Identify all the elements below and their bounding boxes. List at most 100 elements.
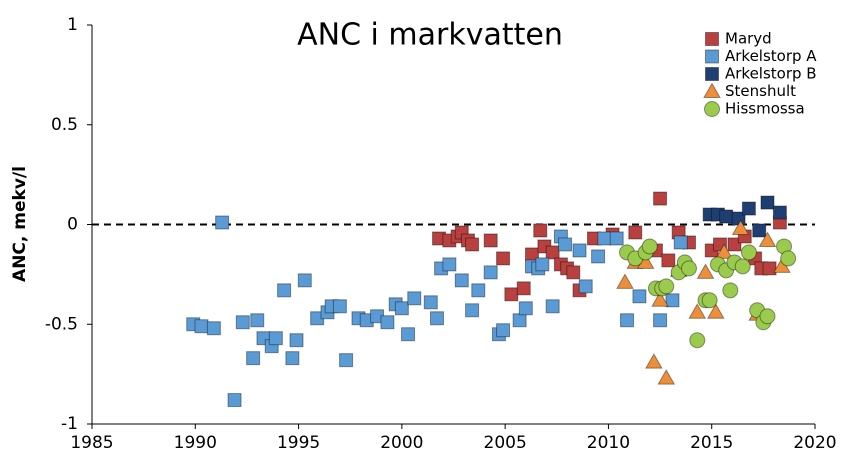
marker-square [772, 205, 787, 220]
marker-square [665, 293, 680, 308]
marker-square [483, 233, 498, 248]
marker-circle [740, 244, 757, 261]
marker-square [727, 237, 742, 252]
x-tick-label: 2020 [793, 433, 836, 453]
marker-square [401, 327, 416, 342]
legend-label: Maryd [725, 30, 772, 48]
x-tick-label: 2010 [587, 433, 630, 453]
marker-circle [701, 292, 718, 309]
x-tick-label: 2000 [380, 433, 423, 453]
marker-square [339, 353, 354, 368]
marker-square [741, 201, 756, 216]
y-tick-label: 1 [67, 15, 78, 35]
marker-square [661, 253, 676, 268]
marker-square [483, 265, 498, 280]
y-tick-label: -0.5 [45, 314, 78, 334]
marker-circle [680, 260, 697, 277]
marker-square [250, 313, 265, 328]
marker-square [442, 257, 457, 272]
marker-square [215, 215, 230, 230]
marker-square [297, 273, 312, 288]
marker-circle [722, 282, 739, 299]
marker-circle [641, 238, 658, 255]
marker-square [194, 319, 209, 334]
marker-triangle [715, 243, 733, 259]
marker-triangle [645, 353, 663, 369]
legend-label: Arkelstorp A [725, 47, 817, 65]
marker-triangle [616, 273, 634, 289]
marker-triangle [696, 263, 715, 279]
marker-circle [689, 332, 706, 349]
marker-triangle [758, 231, 777, 247]
marker-square [289, 333, 304, 348]
marker-square [496, 323, 511, 338]
marker-triangle [651, 291, 669, 307]
marker-square [545, 299, 560, 314]
marker-square [380, 315, 395, 330]
marker-square [673, 235, 688, 250]
x-tick-label: 2015 [690, 433, 733, 453]
marker-square [454, 273, 469, 288]
marker-square [632, 289, 647, 304]
marker-triangle [688, 303, 707, 319]
marker-circle [780, 250, 797, 267]
marker-square [332, 299, 347, 314]
marker-square [504, 287, 519, 302]
chart-title: ANC i markvatten [297, 18, 563, 53]
marker-square [246, 351, 261, 366]
marker-square [545, 245, 560, 260]
marker-square [752, 223, 767, 238]
marker-triangle [706, 303, 725, 319]
legend-marker [705, 32, 719, 46]
marker-square [518, 301, 533, 316]
marker-circle [759, 308, 776, 325]
marker-square [429, 311, 444, 326]
marker-square [277, 283, 292, 298]
marker-square [572, 243, 587, 258]
marker-square [394, 301, 409, 316]
y-tick-label: 0.5 [51, 115, 78, 135]
x-tick-label: 2005 [484, 433, 527, 453]
legend-marker [704, 101, 720, 117]
legend-label: Stenshult [725, 82, 796, 100]
marker-square [578, 279, 593, 294]
legend-marker [705, 49, 719, 64]
x-tick-label: 1995 [277, 433, 320, 453]
marker-square [558, 237, 573, 252]
marker-square [465, 237, 480, 252]
x-tick-label: 1985 [70, 433, 113, 453]
marker-square [285, 351, 300, 366]
marker-square [268, 331, 283, 346]
y-tick-label: -1 [61, 414, 78, 434]
legend-marker [705, 67, 719, 81]
legend-label: Arkelstorp B [725, 65, 817, 83]
marker-square [512, 313, 527, 328]
marker-square [533, 223, 548, 238]
marker-square [653, 191, 668, 206]
marker-square [620, 313, 635, 328]
y-axis-label: ANC, mekv/l [10, 166, 30, 282]
marker-square [760, 195, 775, 210]
x-tick-label: 1990 [174, 433, 217, 453]
marker-triangle [657, 369, 676, 385]
marker-square [719, 209, 734, 224]
marker-square [566, 265, 581, 280]
legend-marker [703, 82, 721, 98]
marker-square [609, 231, 624, 246]
marker-square [653, 313, 668, 328]
marker-square [423, 295, 438, 310]
marker-circle [734, 258, 751, 275]
marker-square [227, 393, 242, 408]
marker-square [591, 249, 606, 264]
marker-square [235, 315, 250, 330]
marker-square [597, 231, 612, 246]
marker-square [762, 261, 777, 276]
marker-square [465, 303, 480, 318]
marker-square [496, 251, 511, 266]
marker-square [535, 257, 550, 272]
marker-square [516, 281, 531, 296]
y-tick-label: 0 [67, 215, 78, 235]
marker-square [407, 291, 422, 306]
